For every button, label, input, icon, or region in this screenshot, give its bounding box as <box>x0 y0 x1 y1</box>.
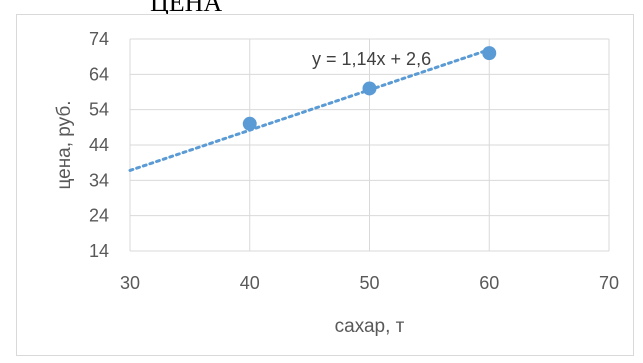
trendline-equation-label: y = 1,14x + 2,6 <box>312 49 431 69</box>
data-point <box>362 81 377 96</box>
data-point <box>242 116 257 131</box>
x-axis-title: сахар, т <box>335 316 405 337</box>
y-tick-label: 34 <box>89 170 109 190</box>
y-tick-label: 54 <box>89 100 109 120</box>
y-tick-label: 74 <box>89 29 109 49</box>
y-tick-label: 24 <box>89 206 109 226</box>
data-point <box>482 46 497 61</box>
tick-labels: 14 24 34 44 54 64 74 30 40 50 60 70 <box>89 29 619 293</box>
trendline-group <box>128 48 491 172</box>
y-axis-title: цена, руб. <box>54 100 75 189</box>
trendline <box>128 48 491 172</box>
x-tick-label: 60 <box>479 273 499 293</box>
document-text-above-chart: ЦЕНА <box>150 0 223 17</box>
x-tick-label: 40 <box>240 273 260 293</box>
gridlines <box>129 38 610 252</box>
y-tick-label: 44 <box>89 135 109 155</box>
x-tick-label: 50 <box>359 273 379 293</box>
x-tick-label: 30 <box>120 273 140 293</box>
data-points <box>242 46 497 131</box>
x-tick-label: 70 <box>599 273 619 293</box>
y-tick-label: 64 <box>89 64 109 84</box>
chart-area <box>16 14 634 356</box>
y-tick-label: 14 <box>89 241 109 261</box>
